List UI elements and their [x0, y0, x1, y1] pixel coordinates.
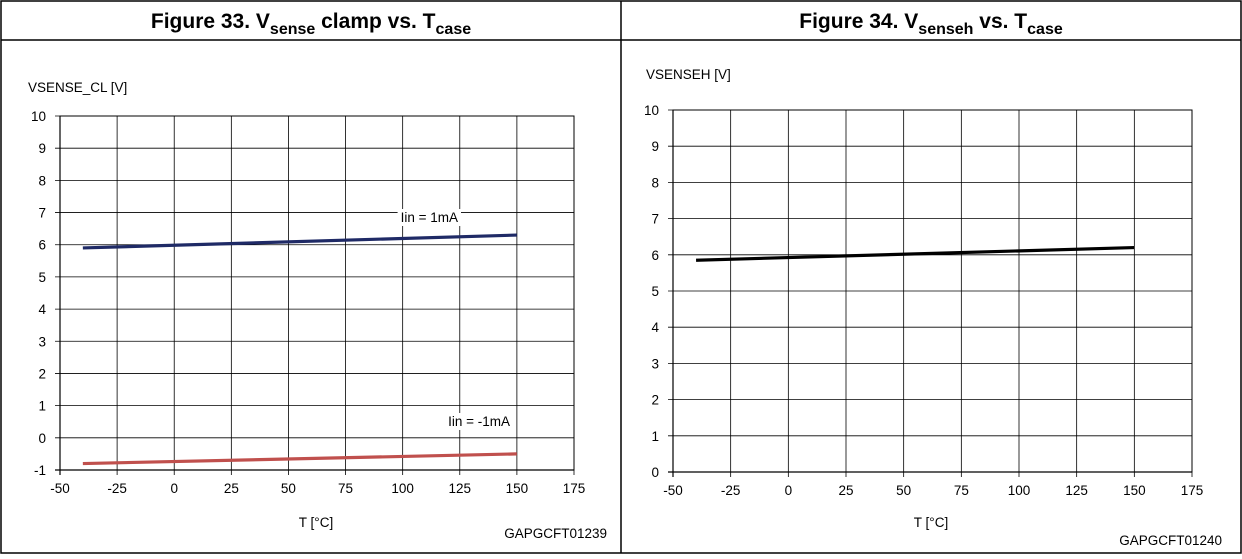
series-line	[696, 245, 1135, 262]
figure-33-title: Figure 33. Vsense clamp vs. Tcase	[151, 10, 471, 38]
series-label: Iin = -1mA	[448, 414, 510, 429]
x-tick-label: -50	[50, 481, 70, 496]
x-tick-label: 75	[954, 483, 969, 498]
x-tick-label: 75	[338, 481, 353, 496]
x-tick-label: 50	[281, 481, 296, 496]
chart2-plot: 0 1 2 3 4 5 6 7 8 9 10 -50 -25 0 25 50 75 100 125 150 175	[644, 103, 1203, 498]
y-tick-label: 8	[38, 173, 46, 188]
x-tick-label: 100	[391, 481, 414, 496]
y-tick-label: 2	[38, 366, 46, 381]
chart2-code: GAPGCFT01240	[1119, 533, 1222, 548]
x-tick-label: 0	[170, 481, 178, 496]
chart1-code: GAPGCFT01239	[504, 526, 607, 541]
figure-34-title: Figure 34. Vsenseh vs. Tcase	[799, 10, 1063, 38]
x-tick-label: -50	[663, 483, 683, 498]
x-tick-label: -25	[107, 481, 127, 496]
chart2-xlabel: T [°C]	[914, 515, 948, 530]
y-tick-label: 7	[38, 206, 46, 221]
y-tick-label: 0	[38, 431, 46, 446]
y-tick-label: 6	[651, 248, 659, 263]
y-tick-label: 1	[38, 399, 46, 414]
y-tick-label: 6	[38, 238, 46, 253]
y-tick-label: 3	[38, 334, 46, 349]
y-tick-label: 4	[651, 320, 659, 335]
x-tick-label: 25	[838, 483, 853, 498]
x-tick-label: -25	[721, 483, 741, 498]
y-tick-label: 4	[38, 302, 46, 317]
series-line	[82, 233, 517, 250]
y-tick-label: 9	[38, 141, 46, 156]
x-tick-label: 50	[896, 483, 911, 498]
y-tick-label: 5	[651, 284, 659, 299]
series-label-background	[397, 209, 461, 226]
plot-frame	[59, 115, 575, 471]
chart1-ylabel: VSENSE_CL [V]	[28, 80, 127, 95]
x-tick-label: 125	[449, 481, 472, 496]
x-tick-label: 25	[224, 481, 239, 496]
y-tick-label: 5	[38, 270, 46, 285]
chart2-ylabel: VSENSEH [V]	[646, 67, 731, 82]
y-tick-label: 2	[651, 393, 659, 408]
x-tick-label: 125	[1065, 483, 1088, 498]
x-tick-label: 175	[563, 481, 586, 496]
y-tick-label: -1	[34, 463, 46, 478]
x-tick-label: 0	[785, 483, 793, 498]
chart1-plot: -1 0 1 2 3 4 5 6 7 8 9 10 -50 -25 0 25 50 75 100 125 150 175 I…	[31, 109, 585, 496]
y-tick-label: 3	[651, 356, 659, 371]
y-tick-label: 1	[651, 429, 659, 444]
x-tick-label: 150	[1123, 483, 1146, 498]
series-line	[82, 452, 517, 466]
y-tick-label: 9	[651, 139, 659, 154]
plot-frame	[672, 109, 1193, 473]
x-tick-label: 175	[1181, 483, 1204, 498]
x-tick-label: 150	[506, 481, 529, 496]
y-tick-label: 7	[651, 212, 659, 227]
y-tick-label: 10	[31, 109, 46, 124]
y-tick-label: 10	[644, 103, 659, 118]
chart1-xlabel: T [°C]	[299, 515, 333, 530]
y-tick-label: 8	[651, 175, 659, 190]
y-tick-label: 0	[651, 465, 659, 480]
series-label: Iin = 1mA	[401, 210, 458, 225]
x-tick-label: 100	[1008, 483, 1031, 498]
series-label-background	[445, 413, 513, 430]
